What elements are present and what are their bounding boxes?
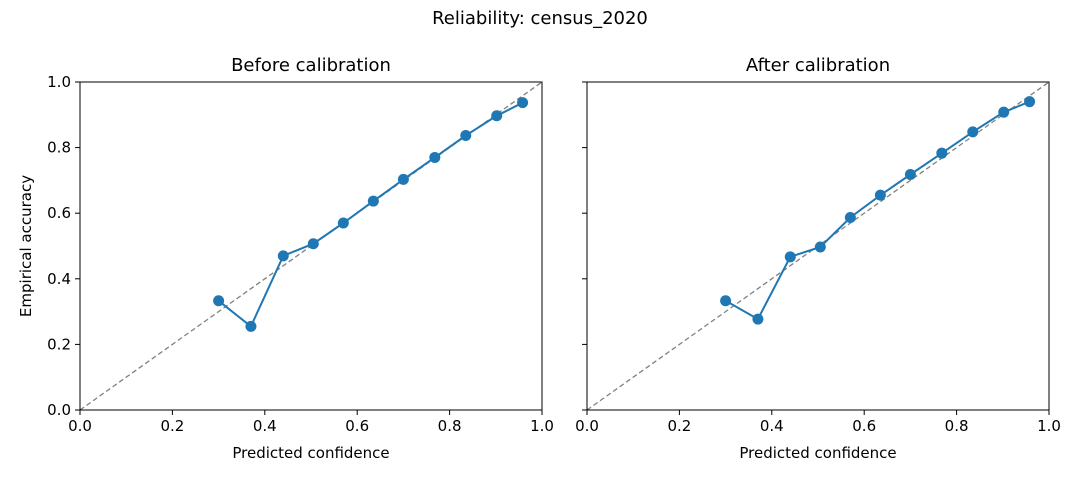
x-tick-label: 1.0 [530, 417, 554, 435]
x-tick-label: 0.8 [945, 417, 969, 435]
x-tick-label: 0.4 [253, 417, 277, 435]
x-tick-label: 0.0 [575, 417, 599, 435]
y-axis-label: Empirical accuracy [17, 175, 35, 317]
y-tick-label: 0.4 [47, 270, 71, 288]
data-point [1024, 96, 1036, 108]
data-point [429, 151, 441, 163]
x-tick-label: 0.2 [160, 417, 184, 435]
data-point [814, 241, 826, 253]
data-point [998, 106, 1010, 118]
plot-frame [79, 81, 543, 411]
data-point [213, 295, 225, 307]
x-tick-label: 0.8 [438, 417, 462, 435]
data-point [367, 195, 379, 207]
panel-title-after: After calibration [746, 55, 890, 76]
data-point [784, 251, 796, 263]
data-point [460, 129, 472, 141]
panel-title-before: Before calibration [231, 55, 391, 76]
figure-title: Reliability: census_2020 [432, 8, 648, 29]
y-tick-label: 0.8 [47, 139, 71, 157]
y-tick-label: 1.0 [47, 73, 71, 91]
data-point [337, 217, 349, 229]
data-point [720, 295, 732, 307]
x-tick-label: 0.2 [667, 417, 691, 435]
data-point [904, 168, 916, 180]
x-axis-label: Predicted confidence [232, 444, 389, 462]
y-tick-label: 0.2 [47, 335, 71, 353]
data-point [307, 238, 319, 250]
before-calibration-panel: Before calibration 0.0 0.2 0.4 0.6 0.8 1.0 0.… [17, 55, 554, 462]
y-tick-label: 0.6 [47, 204, 71, 222]
data-point [752, 313, 764, 325]
data-point [844, 211, 856, 223]
series-line [725, 100, 1030, 321]
x-tick-label: 0.4 [760, 417, 784, 435]
x-axis-label: Predicted confidence [739, 444, 896, 462]
data-point [491, 110, 503, 122]
series-line [217, 101, 524, 328]
x-tick-label: 0.0 [68, 417, 92, 435]
y-tick-label: 0.0 [47, 401, 71, 419]
data-point [967, 126, 979, 138]
data-point [936, 147, 948, 159]
x-tick-label: 0.6 [345, 417, 369, 435]
after-calibration-panel: After calibration 0.0 0.2 0.4 0.6 0.8 1.0 Pre… [575, 55, 1061, 462]
x-tick-label: 1.0 [1037, 417, 1061, 435]
data-point [397, 173, 409, 185]
data-point [517, 97, 529, 109]
data-point [245, 320, 257, 332]
x-tick-label: 0.6 [852, 417, 876, 435]
data-point [874, 189, 886, 201]
data-point [277, 250, 289, 262]
plot-frame [586, 81, 1050, 411]
